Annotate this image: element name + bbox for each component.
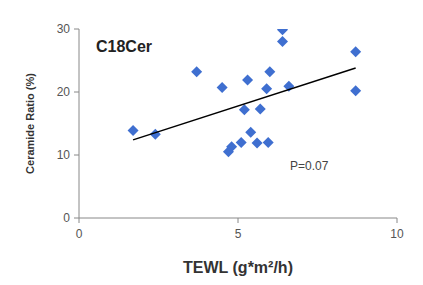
y-tick-label: 20 bbox=[57, 85, 71, 99]
x-tick bbox=[238, 218, 239, 223]
point bbox=[245, 127, 256, 138]
y-axis-label: Ceramide Ratio (%) bbox=[24, 73, 36, 174]
point bbox=[263, 137, 274, 148]
point bbox=[277, 29, 288, 35]
point bbox=[350, 85, 361, 96]
y-tick-label: 0 bbox=[63, 211, 70, 225]
point bbox=[277, 36, 288, 47]
point bbox=[128, 125, 139, 136]
y-tick bbox=[74, 218, 79, 219]
point bbox=[242, 75, 253, 86]
point bbox=[252, 138, 263, 149]
point bbox=[264, 66, 275, 77]
x-tick bbox=[397, 218, 398, 223]
y-tick bbox=[74, 92, 79, 93]
title: C18Cer bbox=[96, 38, 152, 55]
point bbox=[261, 83, 272, 94]
point bbox=[255, 104, 266, 115]
annotation: P=0.07 bbox=[290, 159, 329, 173]
point bbox=[217, 82, 228, 93]
trend-line bbox=[133, 68, 356, 140]
x-tick-label: 0 bbox=[76, 227, 83, 241]
y-tick-label: 10 bbox=[57, 148, 71, 162]
point bbox=[191, 66, 202, 77]
x-tick bbox=[79, 218, 80, 223]
y-tick bbox=[74, 29, 79, 30]
y-tick bbox=[74, 155, 79, 156]
point bbox=[236, 137, 247, 148]
plot-area bbox=[128, 29, 362, 157]
y-axis bbox=[79, 29, 80, 218]
y-tick-label: 30 bbox=[57, 22, 71, 36]
x-tick-label: 10 bbox=[390, 227, 404, 241]
x-tick-label: 5 bbox=[235, 227, 242, 241]
chart: 0 10 20 30 0 5 10 Ceramide Ratio (%) TEWL (g*m²/… bbox=[0, 0, 423, 285]
x-axis-label: TEWL (g*m²/h) bbox=[183, 259, 293, 276]
point bbox=[223, 146, 234, 157]
point bbox=[350, 46, 361, 57]
